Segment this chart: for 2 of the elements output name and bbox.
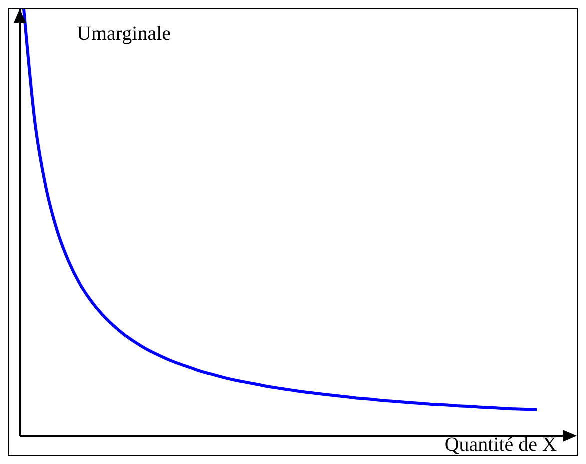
x-axis-title: Quantité de X [444,434,557,457]
y-axis-title: Umarginale [77,23,172,46]
